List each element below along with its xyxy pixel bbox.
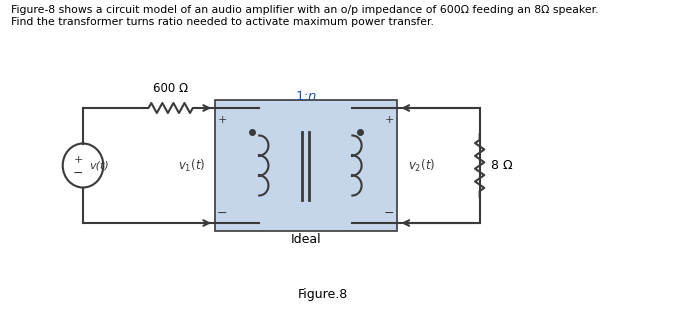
Text: $v_2(t)$: $v_2(t)$ xyxy=(407,157,435,173)
Text: $v_1(t)$: $v_1(t)$ xyxy=(178,157,206,173)
Text: −: − xyxy=(74,167,84,180)
Text: 600 Ω: 600 Ω xyxy=(153,82,188,95)
Text: −: − xyxy=(384,206,395,220)
Bar xyxy=(215,100,397,231)
Text: +: + xyxy=(384,115,394,125)
Text: Figure-8 shows a circuit model of an audio amplifier with an o/p impedance of 60: Figure-8 shows a circuit model of an aud… xyxy=(11,5,598,26)
Text: v(t): v(t) xyxy=(90,161,109,171)
Text: 1:$n$: 1:$n$ xyxy=(295,90,317,103)
Text: Ideal: Ideal xyxy=(290,233,321,246)
Text: 8 Ω: 8 Ω xyxy=(491,159,512,172)
Text: +: + xyxy=(74,154,83,164)
Bar xyxy=(215,100,397,231)
Text: +: + xyxy=(218,115,227,125)
Text: −: − xyxy=(217,206,228,220)
Text: Figure.8: Figure.8 xyxy=(298,288,348,301)
